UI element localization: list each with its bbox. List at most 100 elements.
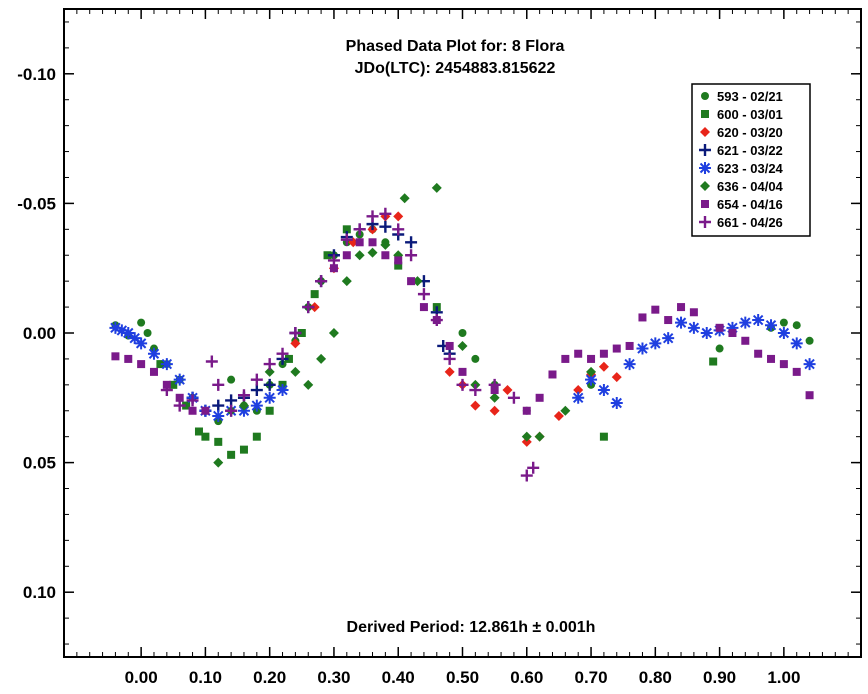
data-point-s5-p15 <box>431 182 442 193</box>
legend-marker-3 <box>699 144 711 156</box>
data-point-s5-p7 <box>328 328 339 338</box>
legend-marker-4 <box>699 162 711 174</box>
x-tick-label: 0.10 <box>189 668 222 687</box>
data-point-s3-p5 <box>250 384 263 397</box>
data-point-s6-p10 <box>355 238 364 247</box>
data-point-s2-p15 <box>573 385 584 396</box>
data-point-s7-p2 <box>186 394 199 407</box>
data-point-s2-p0 <box>290 338 301 349</box>
data-point-s5-p22 <box>586 366 597 377</box>
legend-label-6: 654 - 04/16 <box>717 197 783 212</box>
data-point-s4-p13 <box>250 399 263 412</box>
data-point-s7-p23 <box>456 378 469 391</box>
x-tick-label: 0.20 <box>253 668 286 687</box>
data-point-s0-p10 <box>227 375 236 384</box>
data-point-s4-p33 <box>790 337 803 350</box>
data-point-s1-p13 <box>310 290 319 299</box>
data-point-s4-p25 <box>687 321 700 334</box>
data-point-s7-p1 <box>173 399 186 412</box>
data-point-s7-p28 <box>527 461 540 474</box>
data-point-s7-p3 <box>205 355 218 368</box>
data-point-s4-p16 <box>572 391 585 404</box>
data-point-s7-p10 <box>289 327 302 339</box>
data-point-s4-p28 <box>726 321 739 334</box>
legend-marker-2 <box>700 127 710 137</box>
data-point-s5-p9 <box>354 250 365 261</box>
data-point-s4-p5 <box>147 347 160 360</box>
data-point-s0-p2 <box>137 318 146 327</box>
data-point-s7-p16 <box>366 210 379 223</box>
chart-subtitle: JDo(LTC): 2454883.815622 <box>355 60 556 77</box>
data-point-s7-p20 <box>417 288 430 301</box>
data-point-s2-p12 <box>521 436 532 447</box>
data-point-s4-p0 <box>109 321 122 334</box>
data-point-s0-p30 <box>779 318 788 327</box>
data-point-s6-p9 <box>342 251 351 260</box>
data-point-s6-p2 <box>137 360 146 369</box>
data-point-s7-p19 <box>405 249 418 262</box>
data-point-s4-p4 <box>135 337 148 350</box>
derived-period-annotation: Derived Period: 12.861h ± 0.001h <box>347 619 596 636</box>
data-point-s5-p0 <box>213 457 224 468</box>
data-marks <box>109 182 816 482</box>
data-point-s4-p34 <box>803 358 816 371</box>
data-point-s7-p27 <box>520 469 533 482</box>
data-point-s5-p19 <box>521 431 532 442</box>
y-tick-label: 0.10 <box>23 583 56 602</box>
data-point-s5-p6 <box>316 353 327 364</box>
legend-marker-1 <box>701 110 709 118</box>
data-point-s6-p24 <box>574 349 583 358</box>
data-point-s7-p5 <box>225 404 238 417</box>
data-point-s6-p34 <box>715 323 724 332</box>
data-point-s6-p33 <box>689 308 698 317</box>
data-point-s1-p6 <box>227 450 236 459</box>
data-point-s4-p2 <box>122 327 135 339</box>
data-point-s5-p21 <box>560 405 571 416</box>
data-point-s6-p28 <box>625 341 634 350</box>
data-point-s4-p26 <box>700 327 713 339</box>
data-point-s3-p17 <box>405 236 418 249</box>
data-point-s3-p2 <box>212 399 225 412</box>
data-point-s0-p31 <box>792 321 801 330</box>
data-point-s4-p22 <box>649 337 662 350</box>
x-tick-label: 0.70 <box>575 668 608 687</box>
data-point-s5-p8 <box>341 276 352 287</box>
data-point-s6-p12 <box>381 251 390 260</box>
legend-label-1: 600 - 03/01 <box>717 107 783 122</box>
data-point-s6-p41 <box>805 391 814 400</box>
data-point-s5-p11 <box>380 239 391 250</box>
axes: 0.00 0.10 0.20 0.30 0.40 0.50 0.60 0.70 0.80 0.90… <box>17 9 861 687</box>
legend-label-2: 620 - 03/20 <box>717 125 783 140</box>
data-point-s6-p7 <box>201 406 210 415</box>
data-point-s6-p22 <box>548 370 557 379</box>
data-point-s4-p6 <box>160 358 173 371</box>
y-tick-label: -0.10 <box>17 65 56 84</box>
data-point-s7-p25 <box>488 378 501 391</box>
y-tick-label: -0.05 <box>17 194 56 213</box>
data-point-s4-p12 <box>237 404 250 417</box>
data-point-s6-p14 <box>407 277 416 286</box>
legend-label-5: 636 - 04/04 <box>717 179 784 194</box>
data-point-s7-p24 <box>469 384 482 397</box>
data-point-s6-p17 <box>445 341 454 350</box>
data-point-s4-p23 <box>662 332 675 345</box>
data-point-s4-p1 <box>115 324 128 337</box>
data-point-s5-p10 <box>367 247 378 258</box>
y-tick-label: 0.05 <box>23 454 56 473</box>
data-point-s1-p12 <box>297 329 306 337</box>
x-tick-label: 1.00 <box>767 668 800 687</box>
data-point-s7-p8 <box>263 358 276 371</box>
data-point-s2-p6 <box>393 211 404 222</box>
legend-marker-7 <box>699 216 711 228</box>
legend-marker-0 <box>701 92 709 100</box>
data-point-s5-p18 <box>489 392 500 403</box>
data-point-s7-p9 <box>276 347 289 360</box>
data-point-s4-p14 <box>263 391 276 404</box>
data-point-s1-p15 <box>342 225 351 234</box>
data-point-s6-p39 <box>779 360 788 369</box>
data-point-s7-p21 <box>430 314 443 327</box>
x-tick-label: 0.90 <box>703 668 736 687</box>
data-point-s5-p3 <box>264 366 275 377</box>
data-point-s1-p0 <box>156 360 165 369</box>
data-point-s6-p18 <box>458 367 467 376</box>
